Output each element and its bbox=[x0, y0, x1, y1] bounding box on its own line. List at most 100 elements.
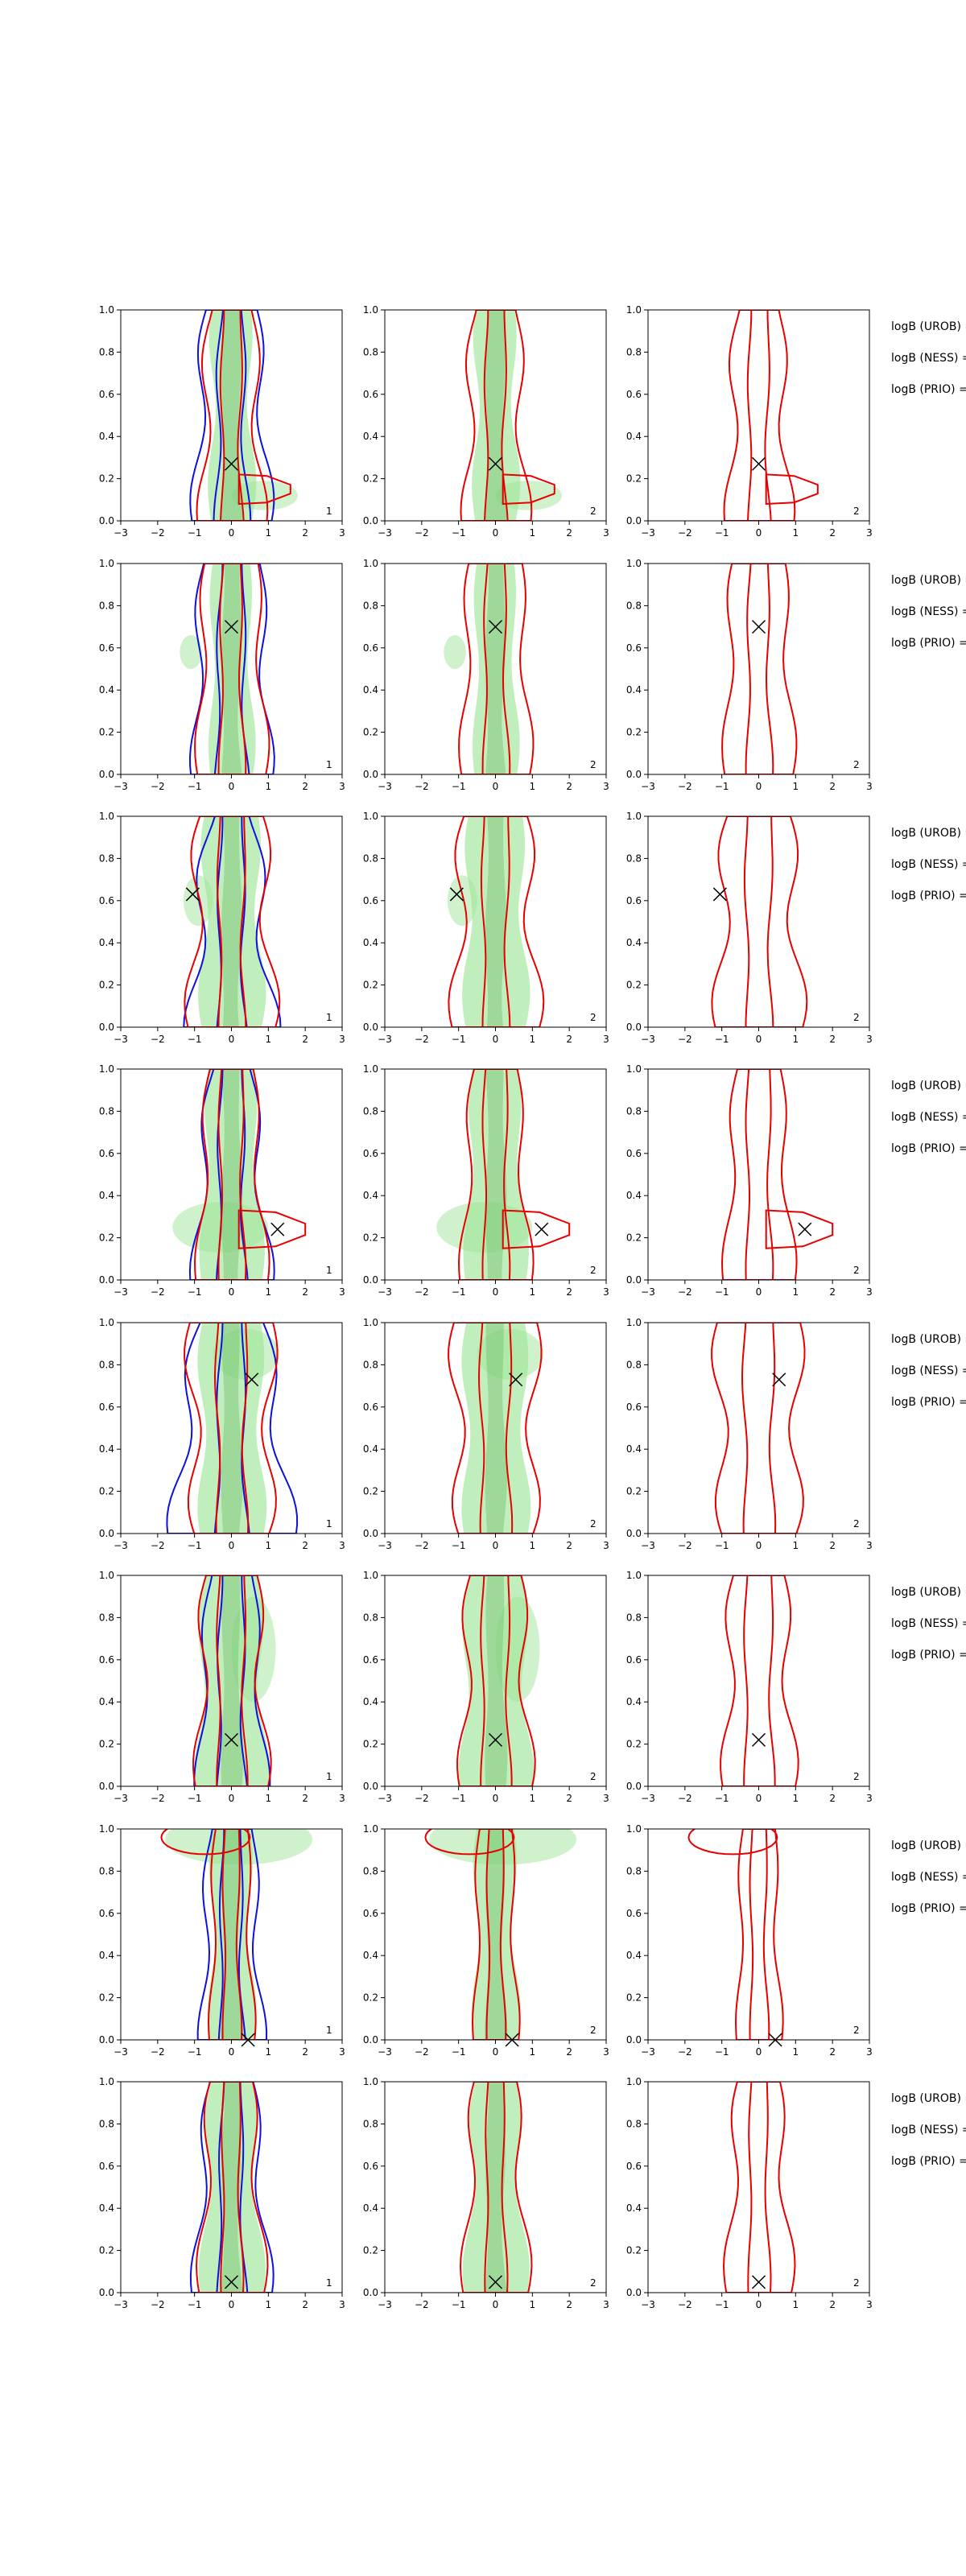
y-tick-label: 0.2 bbox=[363, 980, 378, 991]
x-tick-label: 1 bbox=[266, 1793, 272, 1804]
true-value-marker bbox=[712, 887, 727, 902]
y-tick-label: 0.6 bbox=[626, 389, 642, 400]
logb-label: logB (PRIO) = bbox=[891, 1142, 966, 1155]
x-tick-label: −3 bbox=[641, 2046, 655, 2058]
x-tick-label: −1 bbox=[452, 1540, 466, 1551]
red-contour bbox=[220, 2082, 245, 2293]
x-tick-label: 0 bbox=[756, 1793, 762, 1804]
y-tick-label: 0.6 bbox=[99, 1402, 114, 1413]
panel-id-label: 1 bbox=[326, 2277, 332, 2289]
green-density-fill bbox=[208, 1829, 257, 2040]
x-tick-label: 2 bbox=[829, 1540, 836, 1551]
true-value-marker bbox=[509, 1373, 523, 1387]
blue-contour bbox=[193, 1575, 271, 1786]
x-tick-label: −2 bbox=[151, 1793, 165, 1804]
x-tick-label: 3 bbox=[603, 2046, 609, 2058]
x-tick-label: 2 bbox=[566, 1286, 572, 1298]
true-value-marker bbox=[772, 1373, 786, 1387]
panel-id-label: 2 bbox=[853, 759, 860, 770]
x-tick-label: 0 bbox=[493, 2299, 499, 2310]
x-tick-label: 3 bbox=[339, 781, 345, 792]
y-tick-label: 1.0 bbox=[363, 2076, 378, 2087]
y-tick-label: 0.8 bbox=[626, 1612, 642, 1623]
panel-r4-c3: −3 −2 −1 0 1 2 30.00.20.40.60.81.02 bbox=[626, 1063, 873, 1298]
y-tick-label: 0.0 bbox=[626, 515, 642, 526]
y-tick-label: 0.2 bbox=[626, 1232, 642, 1244]
red-contour bbox=[184, 816, 281, 1027]
y-tick-label: 0.8 bbox=[363, 2118, 378, 2129]
green-density-fill bbox=[213, 1328, 280, 1380]
y-tick-label: 0.6 bbox=[363, 389, 378, 400]
red-contour bbox=[456, 1575, 536, 1786]
panel-r3-c3: −3 −2 −1 0 1 2 30.00.20.40.60.81.02 bbox=[626, 811, 873, 1045]
green-density-core bbox=[485, 816, 506, 1027]
plot-area bbox=[180, 564, 275, 774]
axes-frame bbox=[647, 563, 870, 775]
x-tick-label: −2 bbox=[415, 1034, 429, 1045]
plot-area bbox=[444, 564, 535, 774]
y-tick-label: 0.8 bbox=[99, 1612, 114, 1623]
red-contour bbox=[723, 310, 796, 521]
x-tick-label: 3 bbox=[866, 1540, 873, 1551]
x-tick-label: −1 bbox=[715, 781, 729, 792]
red-contour bbox=[160, 1829, 251, 1856]
y-tick-label: 0.6 bbox=[626, 642, 642, 654]
x-tick-label: 0 bbox=[756, 527, 762, 539]
y-tick-label: 1.0 bbox=[626, 1823, 642, 1835]
red-contour bbox=[480, 816, 511, 1027]
x-tick-label: −2 bbox=[151, 527, 165, 539]
x-tick-label: 0 bbox=[493, 1034, 499, 1045]
x-tick-label: 2 bbox=[829, 1793, 836, 1804]
red-contour bbox=[480, 1575, 513, 1786]
y-tick-label: 1.0 bbox=[99, 1570, 114, 1581]
x-tick-label: 1 bbox=[266, 1034, 272, 1045]
panel-id-label: 2 bbox=[853, 1265, 860, 1276]
blue-contour bbox=[216, 2082, 249, 2293]
x-tick-label: −3 bbox=[378, 1540, 392, 1551]
y-tick-label: 0.2 bbox=[626, 1739, 642, 1750]
panel-r3-c1: −3 −2 −1 0 1 2 3 0.0 0.2 0.4 0.6 0.8 1.0 1 bbox=[99, 811, 345, 1045]
x-tick-label: 1 bbox=[793, 2046, 799, 2058]
x-tick-label: 0 bbox=[493, 781, 499, 792]
y-tick-label: 0.0 bbox=[99, 1022, 114, 1033]
green-density-fill bbox=[198, 2082, 266, 2293]
y-tick-label: 0.6 bbox=[626, 895, 642, 906]
x-tick-label: −2 bbox=[678, 2046, 692, 2058]
x-tick-label: 0 bbox=[229, 1793, 235, 1804]
panel-id-label: 2 bbox=[853, 2025, 860, 2036]
logb-label: logB (NESS) = bbox=[891, 1111, 966, 1124]
red-contour bbox=[448, 1323, 543, 1534]
y-tick-label: 0.0 bbox=[626, 1022, 642, 1033]
green-density-fill bbox=[462, 816, 530, 1027]
x-tick-label: 3 bbox=[339, 1286, 345, 1298]
red-contour bbox=[765, 473, 819, 506]
y-tick-label: 0.0 bbox=[99, 1781, 114, 1792]
panel-id-label: 1 bbox=[326, 1771, 332, 1782]
panel-r5-c1: −3 −2 −1 0 1 2 3 0.0 0.2 0.4 0.6 0.8 1.0 1 bbox=[99, 1317, 345, 1551]
y-tick-label: 0.2 bbox=[363, 1739, 378, 1750]
red-contour bbox=[743, 1575, 776, 1786]
x-tick-label: 2 bbox=[302, 1793, 308, 1804]
logb-label: logB (NESS) = bbox=[891, 1871, 966, 1884]
y-tick-label: 0.2 bbox=[99, 1486, 114, 1497]
y-tick-label: 0.2 bbox=[363, 727, 378, 738]
x-tick-label: 3 bbox=[339, 527, 345, 539]
y-tick-label: 0.0 bbox=[99, 515, 114, 526]
y-tick-label: 1.0 bbox=[99, 1317, 114, 1328]
y-tick-label: 0.0 bbox=[363, 769, 378, 780]
x-tick-label: 2 bbox=[302, 1540, 308, 1551]
x-tick-label: −1 bbox=[715, 1034, 729, 1045]
logb-label: logB (UROB) = bbox=[891, 1586, 966, 1599]
x-tick-label: 2 bbox=[566, 2046, 572, 2058]
y-tick-label: 0.2 bbox=[626, 2245, 642, 2256]
y-tick-label: 0.2 bbox=[99, 1992, 114, 2004]
y-tick-label: 0.0 bbox=[99, 2287, 114, 2298]
x-tick-label: −2 bbox=[415, 2046, 429, 2058]
panel-r1-c3: −3 −2 −1 0 1 2 30.00.20.40.60.81.02 bbox=[626, 304, 873, 539]
y-tick-label: 0.4 bbox=[626, 1443, 642, 1455]
x-tick-label: −2 bbox=[678, 527, 692, 539]
y-tick-label: 1.0 bbox=[363, 1317, 378, 1328]
y-tick-label: 0.0 bbox=[626, 2034, 642, 2046]
red-contour bbox=[687, 1829, 778, 1856]
